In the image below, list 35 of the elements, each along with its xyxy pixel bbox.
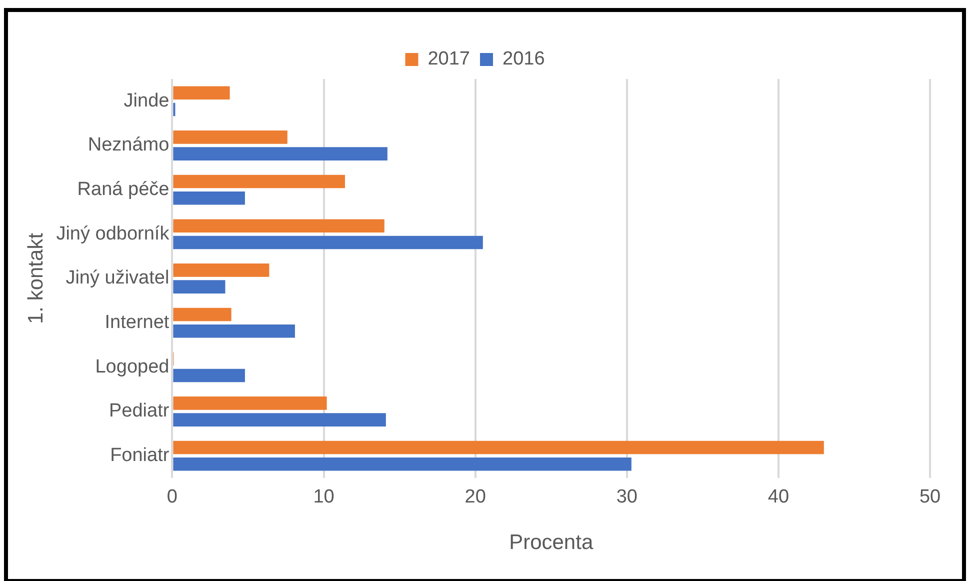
x-tick-label: 30 [616,486,638,508]
bar [173,368,245,382]
bar [173,130,288,144]
bar [173,440,824,454]
y-tick-label: Neznámo [88,134,170,156]
bar [173,308,232,322]
bar [173,264,270,277]
legend-label: 2016 [502,48,545,70]
bar [173,86,230,100]
y-tick-label: Internet [104,312,170,334]
x-tick-label: 40 [768,486,790,508]
bar [173,191,245,205]
x-axis-title: Procenta [509,531,594,554]
legend-label: 2017 [428,48,470,70]
y-axis-title: 1. kontakt [24,232,48,324]
y-tick-label: Jinde [124,90,170,112]
bar [173,147,388,160]
y-tick-label: Pediatr [109,400,170,422]
y-tick-label: Jiný uživatel [66,268,170,289]
x-tick-label: 50 [919,486,941,508]
bar [173,324,295,338]
x-tick-label: 20 [464,486,486,508]
bar [173,236,483,250]
bar [173,457,632,471]
bar [173,396,327,410]
x-tick-label: 10 [313,486,334,508]
bar [173,219,384,233]
y-tick-label: Jiný odborník [56,223,170,244]
bar [173,174,345,188]
x-tick-label: 0 [166,486,178,508]
y-tick-label: Logoped [95,356,170,378]
bar [173,280,226,294]
y-tick-label: Raná péče [77,179,170,200]
y-tick-label: Foniatr [110,445,170,466]
bar [173,413,386,426]
